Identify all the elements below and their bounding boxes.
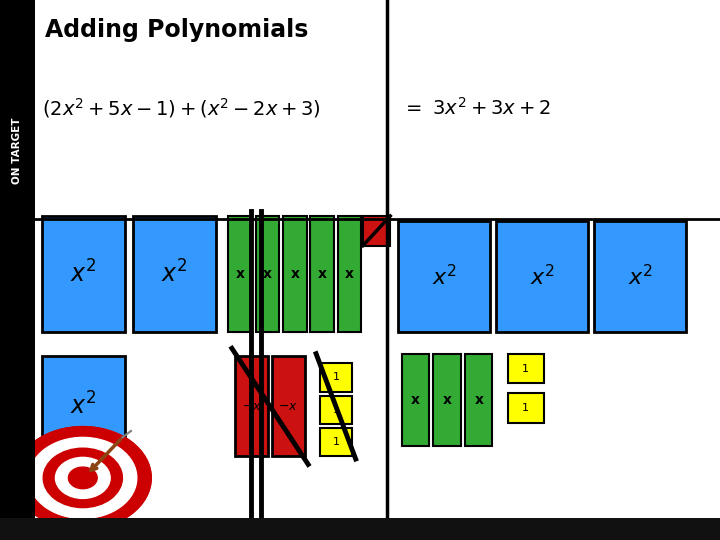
FancyBboxPatch shape [0,518,720,540]
FancyBboxPatch shape [228,216,252,332]
FancyBboxPatch shape [320,396,352,424]
Text: x: x [290,267,300,281]
Text: 1: 1 [522,403,529,413]
Text: $= \ 3x^2 + 3x + 2$: $= \ 3x^2 + 3x + 2$ [402,97,550,119]
FancyBboxPatch shape [42,216,125,332]
FancyBboxPatch shape [508,354,544,383]
Text: x: x [318,267,327,281]
Circle shape [68,467,97,489]
Text: $x^2$: $x^2$ [530,264,554,289]
Text: x: x [345,267,354,281]
Circle shape [14,427,151,529]
Text: x: x [263,267,272,281]
FancyBboxPatch shape [496,221,588,332]
Text: 1: 1 [522,363,529,374]
Text: 1: 1 [333,437,339,447]
Circle shape [68,467,97,489]
Circle shape [77,474,89,482]
Circle shape [14,427,151,529]
FancyBboxPatch shape [363,216,390,246]
Text: 1: 1 [333,373,339,382]
Circle shape [29,437,137,518]
FancyBboxPatch shape [283,216,307,332]
FancyBboxPatch shape [594,221,686,332]
Text: 1: 1 [333,405,339,415]
Text: Adding Polynomials: Adding Polynomials [45,18,309,42]
FancyBboxPatch shape [338,216,361,332]
Text: $x^2$: $x^2$ [70,260,96,288]
Circle shape [77,474,89,482]
FancyBboxPatch shape [433,354,461,445]
FancyBboxPatch shape [0,0,35,540]
Text: $x^2$: $x^2$ [161,260,188,288]
Text: x: x [474,393,483,407]
FancyBboxPatch shape [42,356,125,456]
FancyBboxPatch shape [402,354,429,445]
Text: $-x$: $-x$ [279,400,298,413]
Circle shape [43,448,122,508]
FancyBboxPatch shape [398,221,490,332]
Text: x: x [411,393,420,407]
FancyBboxPatch shape [310,216,334,332]
Text: $x^2$: $x^2$ [70,393,96,420]
Text: $-x$: $-x$ [242,400,261,413]
Text: x: x [443,393,451,407]
Circle shape [29,437,137,518]
Text: $x^2$: $x^2$ [628,264,652,289]
FancyBboxPatch shape [508,393,544,423]
FancyBboxPatch shape [465,354,492,445]
FancyBboxPatch shape [256,216,279,332]
FancyBboxPatch shape [133,216,216,332]
FancyBboxPatch shape [320,363,352,392]
FancyBboxPatch shape [235,356,268,456]
Text: x: x [235,267,245,281]
Circle shape [55,457,110,498]
Circle shape [55,457,110,498]
Text: ON TARGET: ON TARGET [12,118,22,185]
Text: $x^2$: $x^2$ [432,264,456,289]
FancyBboxPatch shape [320,428,352,456]
Circle shape [43,448,122,508]
FancyBboxPatch shape [272,356,305,456]
Text: $(2x^2 + 5x - 1) + (x^2 - 2x + 3)$: $(2x^2 + 5x - 1) + (x^2 - 2x + 3)$ [42,96,320,120]
